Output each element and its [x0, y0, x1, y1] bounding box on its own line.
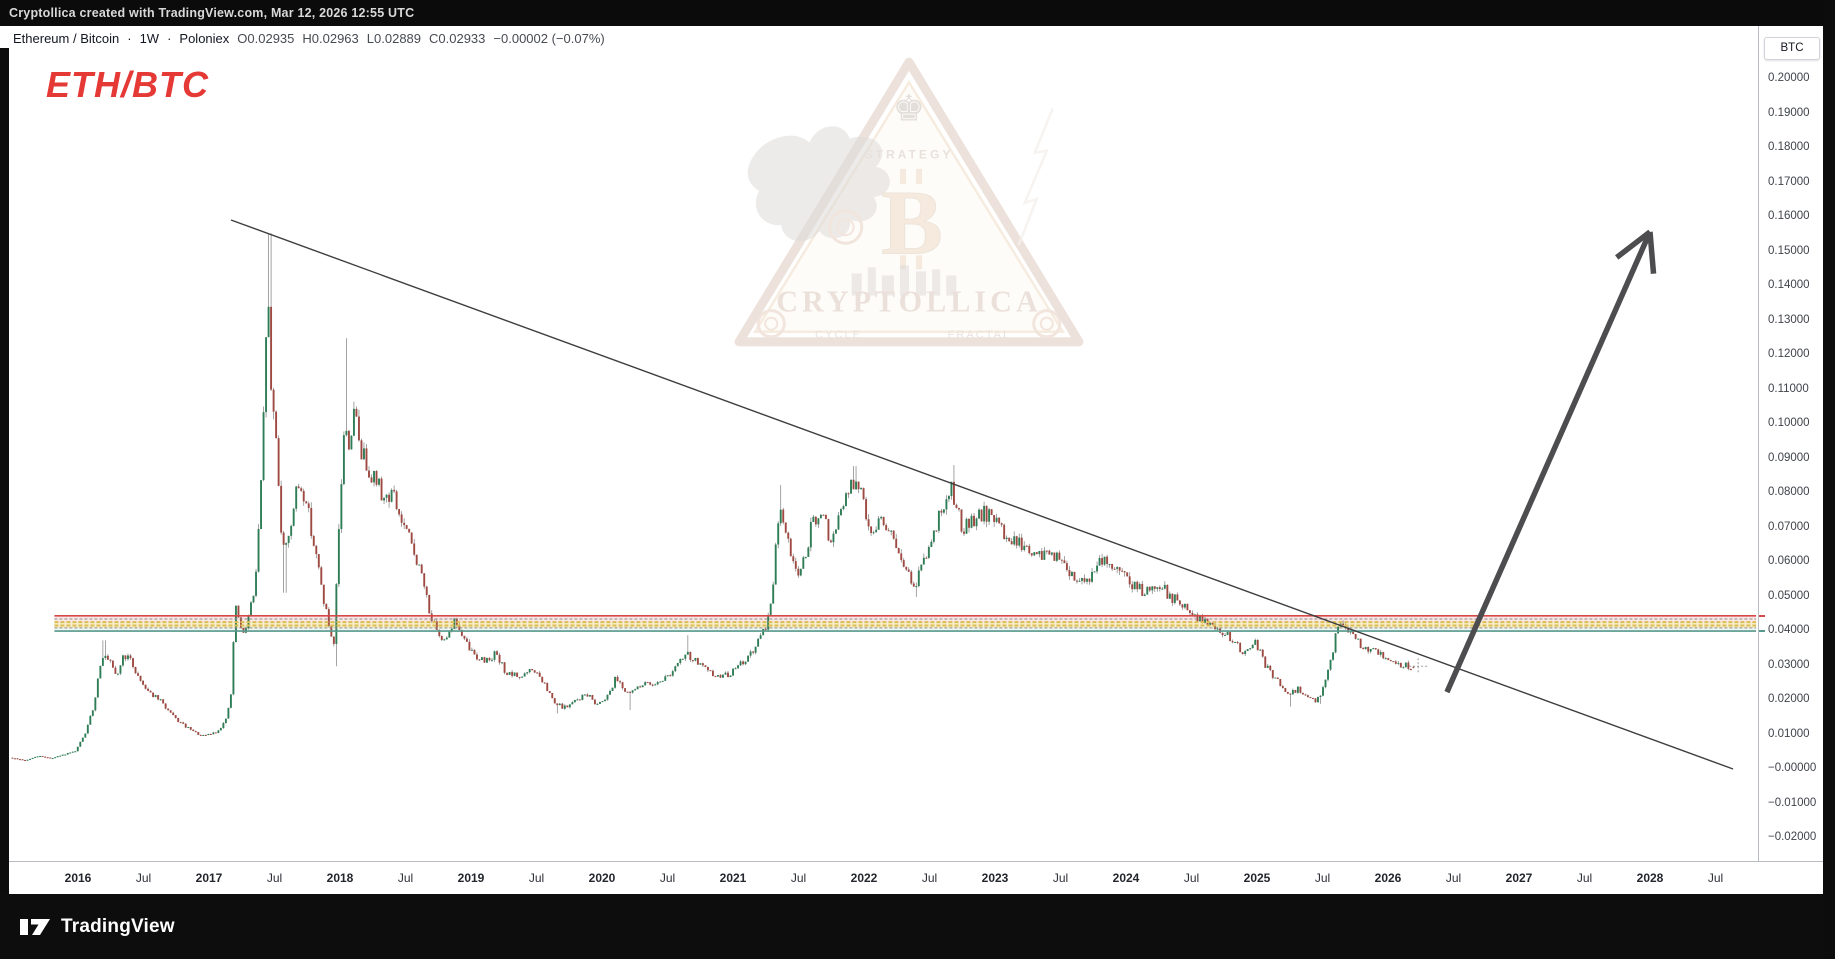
open-value: O0.02935: [237, 31, 295, 46]
zone-axis-mark: [1759, 630, 1765, 633]
price-axis[interactable]: 0.20000 0.19000 0.18000 0.17000 0.16000 0.150…: [1758, 26, 1826, 894]
low-value: L0.02889: [366, 31, 422, 46]
month-tick-label: Jul: [659, 871, 676, 885]
year-tick-label: 2024: [1112, 871, 1140, 885]
axis-unit-badge: BTC: [1764, 37, 1820, 60]
high-value: H0.02963: [302, 31, 359, 46]
watermark-strategy-text: STRATEGY: [865, 148, 954, 162]
price-tick-label: 0.14000: [1768, 279, 1810, 291]
price-tick-label: 0.12000: [1768, 348, 1810, 360]
price-tick-label: 0.13000: [1768, 313, 1810, 326]
year-tick-label: 2022: [850, 871, 878, 885]
price-tick-label: 0.07000: [1768, 520, 1810, 533]
interval-label[interactable]: 1W: [139, 31, 160, 46]
year-tick-label: 2019: [457, 871, 485, 885]
price-tick-label: 0.04000: [1768, 624, 1810, 636]
month-tick-label: Jul: [1183, 871, 1200, 885]
month-tick-label: Jul: [397, 871, 414, 885]
city-silhouette-icon: [851, 265, 957, 296]
year-tick-label: 2016: [64, 871, 92, 885]
last-price-marker: [1409, 658, 1428, 675]
tradingview-mark-icon: [20, 918, 50, 935]
nautilus-spiral-icon: [828, 209, 864, 245]
exchange-label: Poloniex: [179, 31, 230, 46]
time-axis[interactable]: 2016 Jul 2017 Jul 2018 Jul 2019 Jul 2020 Jul 2021 J…: [0, 861, 1825, 895]
tradingview-logo[interactable]: TradingView: [18, 914, 175, 940]
year-tick-label: 2018: [326, 871, 354, 885]
tradingview-brand-text: TradingView: [61, 915, 175, 937]
price-tick-label: 0.02000: [1768, 693, 1810, 705]
month-tick-label: Jul: [135, 871, 152, 885]
month-tick-label: Jul: [266, 871, 283, 885]
year-tick-label: 2028: [1636, 871, 1664, 885]
price-tick-label: 0.20000: [1768, 72, 1810, 84]
svg-text:B: B: [881, 172, 943, 274]
price-tick-label: 0.08000: [1768, 486, 1810, 498]
descending-trendline[interactable]: [230, 219, 1734, 770]
watermark-cycle-text: CYCLE: [815, 329, 862, 341]
month-tick-label: Jul: [1314, 871, 1331, 885]
year-tick-label: 2027: [1505, 871, 1533, 885]
zone-axis-mark: [1759, 614, 1765, 617]
price-tick-label: 0.11000: [1768, 382, 1809, 395]
price-tick-label: 0.18000: [1768, 141, 1810, 153]
month-tick-label: Jul: [1052, 871, 1069, 885]
year-tick-label: 2021: [719, 871, 747, 885]
price-tick-label: 0.06000: [1768, 555, 1810, 567]
month-tick-label: Jul: [1445, 871, 1462, 885]
price-tick-label: 0.05000: [1768, 589, 1810, 602]
spiral-left-icon: [756, 309, 786, 339]
separator-dot: ·: [167, 31, 172, 46]
right-frame-edge: [1823, 0, 1835, 959]
price-tick-label: −0.01000: [1768, 796, 1817, 809]
close-value: C0.02933: [429, 31, 486, 46]
price-tick-label: 0.17000: [1768, 175, 1810, 188]
watermark-logo-icon: ♚ STRATEGY B CRYPTOLLICA CYCLE FRACTAL: [734, 57, 1084, 347]
month-tick-label: Jul: [790, 871, 807, 885]
price-tick-label: −0.02000: [1768, 831, 1817, 843]
watermark-title-text: CRYPTOLLICA: [776, 285, 1042, 319]
dragon-silhouette-icon: [747, 126, 890, 242]
symbol-name[interactable]: Ethereum / Bitcoin: [13, 31, 120, 46]
month-tick-label: Jul: [528, 871, 545, 885]
year-tick-label: 2025: [1243, 871, 1271, 885]
spiral-right-icon: [1032, 309, 1062, 339]
month-tick-label: Jul: [1576, 871, 1593, 885]
left-frame-edge: [0, 48, 9, 894]
pair-text-drawing[interactable]: ETH/BTC: [46, 64, 209, 105]
price-tick-label: 0.01000: [1768, 727, 1810, 740]
price-tick-label: 0.03000: [1768, 658, 1810, 671]
footer-bar: TradingView: [0, 894, 1835, 959]
change-value: −0.00002 (−0.07%): [493, 31, 605, 46]
month-tick-label: Jul: [921, 871, 938, 885]
bitcoin-symbol-icon: B: [881, 168, 943, 275]
price-tick-label: 0.10000: [1768, 417, 1810, 429]
cryptollica-watermark: ♚ STRATEGY B CRYPTOLLICA CYCLE FRACTAL: [733, 56, 1085, 350]
price-tick-label: 0.15000: [1768, 244, 1810, 257]
year-tick-label: 2026: [1374, 871, 1402, 885]
symbol-legend[interactable]: Ethereum / Bitcoin · 1W · Poloniex O0.02…: [13, 31, 605, 46]
price-tick-label: 0.16000: [1768, 210, 1810, 222]
month-tick-label: Jul: [1707, 871, 1724, 885]
candlestick-series[interactable]: [11, 233, 1415, 761]
separator-dot: ·: [127, 31, 132, 46]
year-tick-label: 2017: [195, 871, 223, 885]
price-tick-label: 0.19000: [1768, 106, 1810, 119]
year-tick-label: 2023: [981, 871, 1009, 885]
price-tick-label: 0.09000: [1768, 451, 1810, 464]
year-tick-label: 2020: [588, 871, 616, 885]
attribution-bar: Cryptollica created with TradingView.com…: [0, 0, 1835, 26]
chess-king-icon: ♚: [893, 88, 925, 129]
support-zone[interactable]: [54, 615, 1757, 632]
lightning-icon: [1017, 107, 1054, 246]
up-arrow-drawing[interactable]: [1444, 229, 1657, 694]
price-chart[interactable]: [0, 26, 1835, 959]
watermark-fractal-text: FRACTAL: [948, 329, 1012, 341]
price-tick-label: −0.00000: [1768, 762, 1817, 774]
attribution-text: Cryptollica created with TradingView.com…: [9, 6, 415, 20]
